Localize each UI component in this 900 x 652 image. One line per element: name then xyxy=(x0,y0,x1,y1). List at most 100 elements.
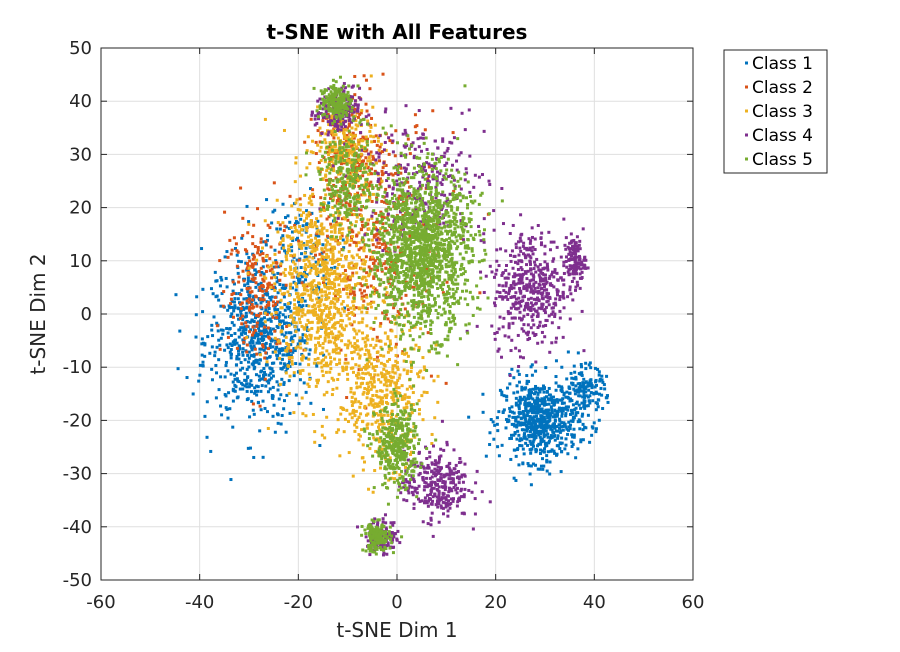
data-point xyxy=(331,325,335,329)
data-point xyxy=(248,259,252,263)
data-point xyxy=(194,313,198,317)
data-point xyxy=(446,503,450,507)
data-point xyxy=(305,229,309,233)
data-point xyxy=(334,149,338,153)
data-point xyxy=(357,415,361,419)
data-point xyxy=(540,340,544,344)
data-point xyxy=(565,265,569,269)
data-point xyxy=(371,257,375,261)
data-point xyxy=(516,446,520,450)
data-point xyxy=(503,276,507,280)
data-point xyxy=(342,430,346,434)
data-point xyxy=(278,300,282,304)
data-point xyxy=(535,314,539,318)
data-point xyxy=(574,285,578,289)
data-point xyxy=(518,286,522,290)
data-point xyxy=(278,382,282,386)
data-point xyxy=(451,499,455,503)
data-point xyxy=(351,312,355,316)
data-point xyxy=(547,230,551,234)
data-point xyxy=(447,486,451,490)
data-point xyxy=(494,272,498,276)
data-point xyxy=(310,203,314,207)
data-point xyxy=(564,255,568,259)
data-point xyxy=(300,336,304,340)
data-point xyxy=(562,421,566,425)
data-point xyxy=(534,414,538,418)
data-point xyxy=(329,121,333,125)
data-point xyxy=(386,413,390,417)
data-point xyxy=(247,385,251,389)
data-point xyxy=(359,401,363,405)
data-point xyxy=(276,388,280,392)
data-point xyxy=(373,402,377,406)
data-point xyxy=(518,236,522,240)
data-point xyxy=(329,367,333,371)
data-point xyxy=(249,279,253,283)
data-point xyxy=(540,330,544,334)
data-point xyxy=(280,347,284,351)
data-point xyxy=(511,266,515,270)
data-point xyxy=(411,391,415,395)
data-point xyxy=(276,271,280,275)
data-point xyxy=(376,136,380,140)
data-point xyxy=(534,400,538,404)
data-point xyxy=(260,347,264,351)
data-point xyxy=(273,275,277,279)
data-point xyxy=(597,373,601,377)
data-point xyxy=(268,387,272,391)
data-point xyxy=(543,335,547,339)
data-point xyxy=(534,360,538,364)
data-point xyxy=(387,478,391,482)
data-point xyxy=(343,306,347,310)
data-point xyxy=(347,339,351,343)
data-point xyxy=(580,260,584,264)
data-point xyxy=(434,461,438,465)
data-point xyxy=(529,448,533,452)
data-point xyxy=(527,379,531,383)
data-point xyxy=(528,279,532,283)
data-point xyxy=(366,381,370,385)
data-point xyxy=(320,312,324,316)
data-point xyxy=(568,272,572,276)
data-point xyxy=(372,377,376,381)
data-point xyxy=(547,314,551,318)
series-class-1 xyxy=(174,187,610,487)
data-point xyxy=(562,271,566,275)
data-point xyxy=(337,276,341,280)
data-point xyxy=(294,292,298,296)
data-point xyxy=(299,228,303,232)
data-point xyxy=(571,298,575,302)
data-point xyxy=(541,429,545,433)
data-point xyxy=(218,284,222,288)
data-point xyxy=(213,354,217,358)
data-point xyxy=(362,247,366,251)
data-point xyxy=(323,260,327,264)
data-point xyxy=(237,317,241,321)
data-point xyxy=(325,304,329,308)
data-point xyxy=(291,238,295,242)
data-point xyxy=(500,273,504,277)
data-point xyxy=(337,250,341,254)
data-point xyxy=(376,402,380,406)
data-point xyxy=(300,324,304,328)
data-point xyxy=(314,348,318,352)
data-point xyxy=(554,336,558,340)
data-point xyxy=(543,244,547,248)
data-point xyxy=(337,154,341,158)
data-point xyxy=(534,430,538,434)
data-point xyxy=(269,264,273,268)
data-point xyxy=(242,340,246,344)
data-point xyxy=(589,366,593,370)
data-point xyxy=(335,199,339,203)
data-point xyxy=(329,119,333,123)
data-point xyxy=(568,264,572,268)
data-point xyxy=(281,283,285,287)
data-point xyxy=(406,400,410,404)
data-point xyxy=(383,373,387,377)
data-point xyxy=(423,480,427,484)
data-point xyxy=(351,256,355,260)
data-point xyxy=(544,295,548,299)
data-point xyxy=(304,278,308,282)
data-point xyxy=(361,377,365,381)
